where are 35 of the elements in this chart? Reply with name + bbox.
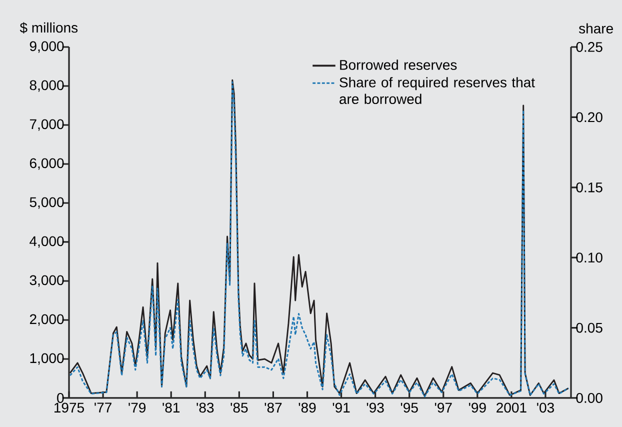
x-tick-label: '89 (298, 402, 316, 413)
y2-tick-label: 0.10 (576, 252, 602, 263)
y-tick-label: 8,000 (30, 80, 64, 92)
x-tick-label: '91 (332, 402, 350, 413)
y-axis-title: $ millions (20, 22, 78, 34)
y2-tick-label: 0.05 (576, 322, 602, 333)
x-tick-label: '93 (366, 402, 384, 413)
y-tick-label: 3,000 (30, 275, 64, 287)
x-tick-label: '79 (128, 402, 146, 413)
y-tick-label: 5,000 (30, 197, 64, 209)
x-tick-label: '03 (537, 402, 554, 413)
y-tick-label: 9,000 (30, 41, 64, 53)
x-tick-label: 2001 (496, 402, 526, 413)
y2-axis-title: share (578, 23, 613, 34)
y-tick-label: 2,000 (30, 314, 64, 326)
y2-tick-label: 0.20 (576, 112, 602, 122)
legend-label: Borrowed reserves (340, 60, 457, 70)
x-tick-label: '99 (468, 402, 486, 413)
x-tick-label: 1975 (54, 402, 84, 413)
legend-label: Share of required reserves that are borrowed (340, 77, 535, 104)
y-tick-label: 0 (57, 393, 64, 403)
y-tick-label: 1,000 (30, 353, 64, 365)
x-tick-label: '77 (94, 402, 112, 412)
y2-tick-label: 0.15 (576, 182, 602, 192)
y-tick-label: 4,000 (30, 236, 64, 248)
x-tick-label: '97 (434, 402, 452, 413)
x-tick-label: '83 (196, 402, 214, 413)
x-tick-label: '81 (162, 402, 180, 413)
y-tick-label: 6,000 (30, 158, 64, 170)
x-tick-label: '95 (400, 402, 418, 413)
x-tick-label: '87 (264, 402, 282, 413)
y2-tick-label: 0.25 (576, 42, 602, 52)
y2-tick-label: 0.00 (576, 393, 602, 403)
y-tick-label: 7,000 (30, 119, 64, 131)
x-tick-label: '85 (230, 402, 248, 413)
